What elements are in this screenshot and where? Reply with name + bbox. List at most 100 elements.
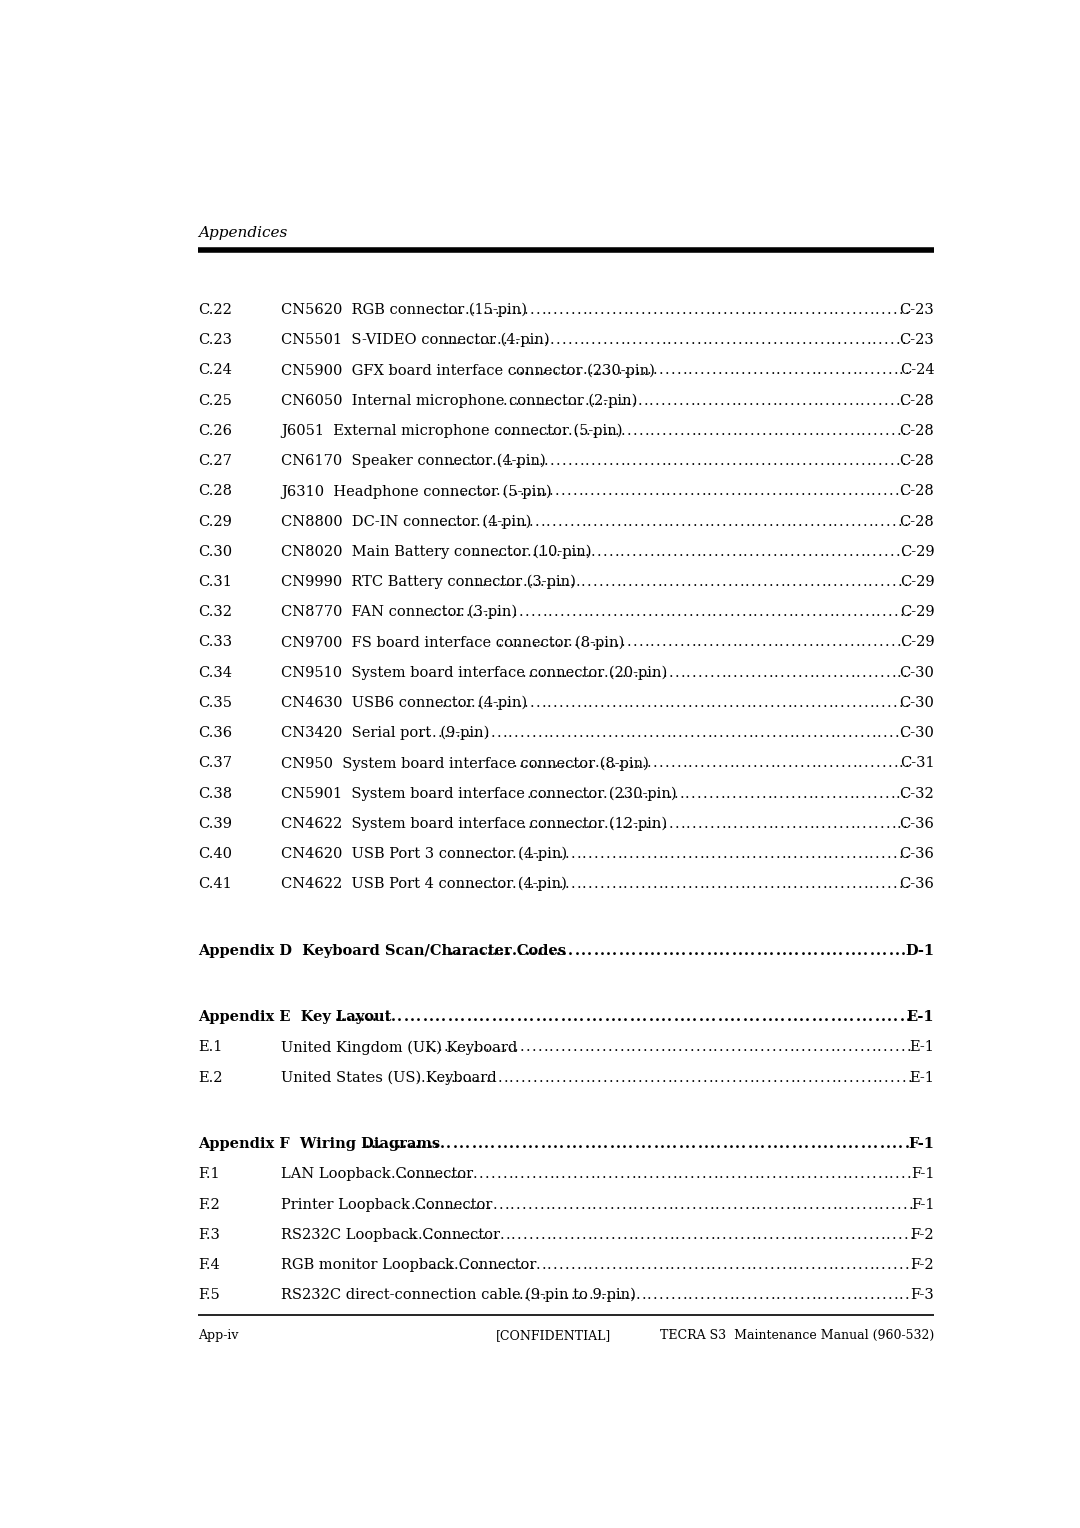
Text: .: . <box>894 1041 900 1054</box>
Text: .: . <box>700 1258 704 1271</box>
Text: .: . <box>549 726 554 740</box>
Text: .: . <box>890 454 894 468</box>
Text: .: . <box>649 726 653 740</box>
Text: .: . <box>478 484 483 498</box>
Text: .: . <box>408 1137 414 1151</box>
Text: .: . <box>555 726 559 740</box>
Text: .: . <box>552 817 556 831</box>
Text: .: . <box>800 944 806 958</box>
Text: .: . <box>820 333 824 347</box>
Text: .: . <box>600 364 605 377</box>
Text: .: . <box>599 847 604 860</box>
Text: .: . <box>678 545 684 559</box>
Text: .: . <box>540 1229 545 1242</box>
Text: .: . <box>468 333 472 347</box>
Text: .: . <box>461 944 467 958</box>
Text: .: . <box>872 545 877 559</box>
Text: .: . <box>438 1071 443 1085</box>
Text: .: . <box>629 1258 634 1271</box>
Text: .: . <box>645 1198 649 1212</box>
Text: .: . <box>534 817 539 831</box>
Text: .: . <box>860 1167 864 1181</box>
Text: .: . <box>570 303 575 316</box>
Text: .: . <box>647 1288 651 1302</box>
Text: .: . <box>461 1041 465 1054</box>
Text: .: . <box>761 1071 766 1085</box>
Text: .: . <box>708 454 713 468</box>
Text: .: . <box>522 817 527 831</box>
Text: .: . <box>883 454 889 468</box>
Text: .: . <box>523 1010 528 1024</box>
Text: .: . <box>508 484 512 498</box>
Text: .: . <box>497 1167 501 1181</box>
Text: .: . <box>480 1071 484 1085</box>
Text: .: . <box>545 817 550 831</box>
Text: .: . <box>444 333 449 347</box>
Text: .: . <box>838 636 842 649</box>
Text: .: . <box>647 756 651 770</box>
Text: .: . <box>755 1010 760 1024</box>
Text: .: . <box>589 756 593 770</box>
Text: .: . <box>804 575 808 588</box>
Text: .: . <box>669 575 674 588</box>
Text: .: . <box>768 817 773 831</box>
Text: .: . <box>531 726 536 740</box>
Text: .: . <box>625 545 631 559</box>
Text: .: . <box>786 1229 791 1242</box>
Text: .: . <box>825 545 829 559</box>
Text: .: . <box>837 454 841 468</box>
Text: .: . <box>889 944 893 958</box>
Text: .: . <box>747 605 752 619</box>
Text: .: . <box>720 423 725 439</box>
Text: .: . <box>867 817 873 831</box>
Text: .: . <box>519 726 525 740</box>
Text: .: . <box>471 877 475 891</box>
Text: .: . <box>878 333 882 347</box>
Text: .: . <box>618 364 622 377</box>
Text: CN4630  USB6 connector (4-pin): CN4630 USB6 connector (4-pin) <box>282 695 528 711</box>
Text: .: . <box>660 484 665 498</box>
Text: .: . <box>876 364 880 377</box>
Text: .: . <box>644 787 649 801</box>
Text: .: . <box>638 636 643 649</box>
Text: .: . <box>528 1229 534 1242</box>
Text: .: . <box>840 877 845 891</box>
Text: .: . <box>584 1167 589 1181</box>
Text: .: . <box>876 944 881 958</box>
Text: .: . <box>832 333 836 347</box>
Text: C.34: C.34 <box>198 666 232 680</box>
Text: .: . <box>476 1258 482 1271</box>
Text: .: . <box>613 1167 618 1181</box>
Text: .: . <box>906 1010 910 1024</box>
Text: .: . <box>723 1258 728 1271</box>
Text: .: . <box>502 484 507 498</box>
Text: .: . <box>711 695 716 711</box>
Text: .: . <box>686 666 691 680</box>
Text: .: . <box>792 1198 796 1212</box>
Text: .: . <box>669 817 673 831</box>
Text: .: . <box>593 1229 597 1242</box>
Text: .: . <box>594 303 598 316</box>
Text: .: . <box>866 1071 872 1085</box>
Text: .: . <box>621 1198 626 1212</box>
Text: .: . <box>596 394 600 408</box>
Text: .: . <box>735 605 740 619</box>
Text: .: . <box>853 1041 859 1054</box>
Text: .: . <box>541 303 545 316</box>
Text: .: . <box>532 454 537 468</box>
Text: .: . <box>446 1229 451 1242</box>
Text: .: . <box>775 1258 780 1271</box>
Text: .: . <box>756 817 761 831</box>
Text: .: . <box>538 333 543 347</box>
Text: .: . <box>654 1041 659 1054</box>
Text: .: . <box>589 364 593 377</box>
Text: .: . <box>483 847 487 860</box>
Text: .: . <box>485 1167 489 1181</box>
Text: .: . <box>712 1010 716 1024</box>
Text: .: . <box>676 877 680 891</box>
Text: .: . <box>664 877 669 891</box>
Text: .: . <box>765 1288 769 1302</box>
Text: .: . <box>726 394 730 408</box>
Text: .: . <box>581 1229 586 1242</box>
Text: .: . <box>779 1071 783 1085</box>
